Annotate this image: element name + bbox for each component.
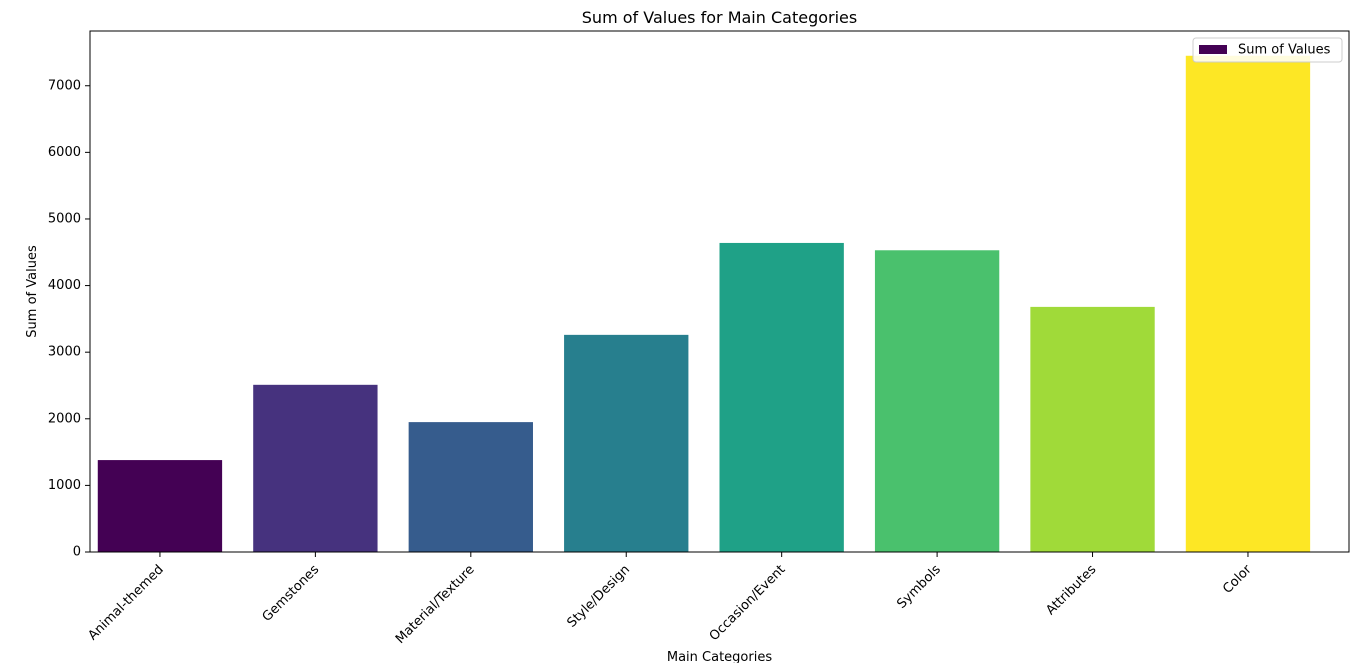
x-tick-label: Gemstones (260, 562, 323, 625)
y-tick-label: 1000 (48, 478, 81, 493)
bar (1185, 55, 1311, 553)
bar (97, 460, 223, 552)
y-axis-label: Sum of Values (25, 245, 40, 338)
x-axis-label: Main Categories (667, 650, 772, 663)
bar (874, 250, 1000, 552)
y-tick-label: 2000 (48, 411, 81, 426)
legend-box (1192, 37, 1343, 63)
legend-swatch (1199, 45, 1227, 54)
legend-label: Sum of Values (1238, 43, 1331, 58)
x-tick-label: Symbols (894, 562, 944, 612)
x-tick-label: Attributes (1043, 562, 1099, 618)
y-tick-label: 7000 (48, 78, 81, 93)
x-tick-label: Style/Design (565, 562, 634, 631)
chart-title: Sum of Values for Main Categories (582, 8, 857, 27)
x-tick-label: Occasion/Event (707, 562, 789, 644)
y-tick-label: 4000 (48, 278, 81, 293)
plot-frame (89, 30, 1350, 553)
y-ticks-layer: 0 1000 2000 3000 4000 5000 6000 7000 (48, 78, 90, 560)
x-tick-label: Material/Texture (393, 562, 478, 647)
y-tick-label: 5000 (48, 211, 81, 226)
bar (719, 242, 844, 553)
y-tick-label: 0 (73, 545, 81, 560)
x-tick-label: Color (1220, 562, 1255, 597)
bars-layer (97, 55, 1311, 553)
bar (253, 384, 378, 552)
y-tick-label: 3000 (48, 345, 81, 360)
y-tick-label: 6000 (48, 145, 81, 160)
bar (564, 334, 689, 552)
x-ticks-layer: Animal-themed Gemstones Material/Texture St… (85, 552, 1255, 647)
bar (1030, 306, 1155, 552)
bar (408, 422, 533, 552)
x-tick-label: Animal-themed (85, 562, 166, 643)
legend: Sum of Values (1192, 37, 1343, 63)
